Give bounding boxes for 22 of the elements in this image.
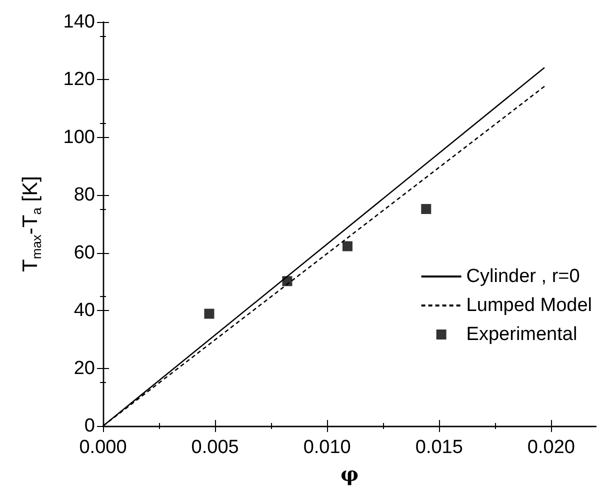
x-tick-label: 0.005	[191, 437, 239, 458]
y-tick-label: 20	[74, 358, 95, 379]
point	[342, 241, 352, 252]
y-tick-label: 0	[84, 416, 95, 436]
x-tick-label: 0.010	[303, 437, 351, 458]
y-tick-label: 40	[74, 300, 95, 322]
y-tick-label: 100	[63, 126, 95, 148]
legend-label: Lumped Model	[466, 295, 592, 316]
legend-label: Experimental	[466, 324, 578, 345]
x-axis-title: φ	[340, 462, 359, 486]
x-tick-label: 0.000	[79, 437, 127, 458]
y-tick-label: 120	[63, 69, 95, 90]
y-axis-title: Tmax-Ta [K]	[19, 176, 44, 272]
point	[282, 276, 292, 286]
point	[421, 204, 432, 214]
y-tick-label: 60	[74, 242, 95, 264]
x-tick-label: 0.015	[415, 437, 463, 458]
legend-label: Cylinder , r=0	[466, 266, 580, 287]
y-tick-label: 140	[63, 12, 95, 32]
x-tick-label: 0.020	[527, 437, 575, 458]
y-tick-label: 80	[74, 184, 95, 206]
point	[204, 308, 214, 319]
